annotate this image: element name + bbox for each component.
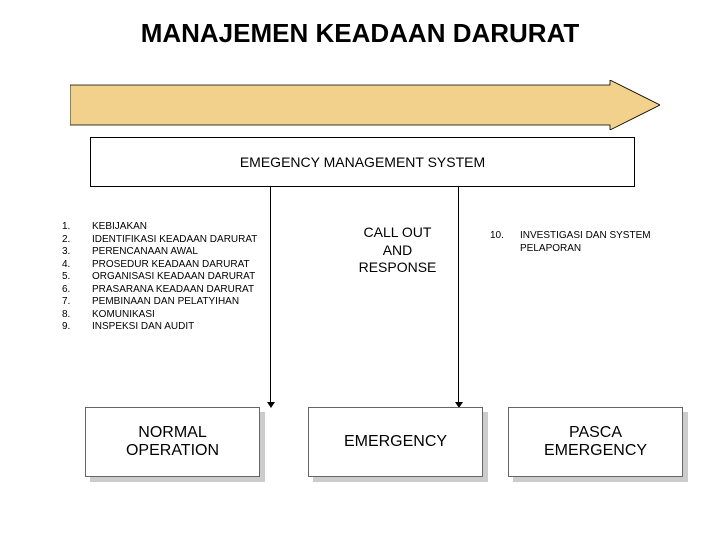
list-number: 3. [62,246,92,259]
callout-response-label: CALL OUTANDRESPONSE [335,224,460,277]
list-item: 2.IDENTIFIKASI KEADAAN DARURAT [62,234,307,247]
list-item: 3.PERENCANAAN AWAL [62,246,307,259]
phase-pasca-box: PASCAEMERGENCY [508,407,683,477]
list-text: PRASARANA KEADAAN DARURAT [92,284,254,297]
list-text: ORGANISASI KEADAAN DARURAT [92,271,255,284]
post-item: 10. INVESTIGASI DAN SYSTEM PELAPORAN [490,230,685,255]
list-text: KOMUNIKASI [92,309,155,322]
list-item: 1.KEBIJAKAN [62,221,307,234]
phase-pasca-label: PASCAEMERGENCY [544,424,647,460]
list-text: PEMBINAAN DAN PELATYIHAN [92,296,239,309]
list-number: 4. [62,259,92,272]
flow-arrow [70,80,660,130]
phase-normal-box: NORMALOPERATION [85,407,260,477]
list-text: IDENTIFIKASI KEADAAN DARURAT [92,234,257,247]
list-number: 7. [62,296,92,309]
list-text: PROSEDUR KEADAAN DARURAT [92,259,250,272]
list-text: INVESTIGASI DAN SYSTEM PELAPORAN [520,230,685,255]
list-text: KEBIJAKAN [92,221,147,234]
list-number: 2. [62,234,92,247]
phase-emergency-box: EMERGENCY [308,407,483,477]
list-text: INSPEKSI DAN AUDIT [92,321,194,334]
list-number: 8. [62,309,92,322]
list-number: 10. [490,230,520,255]
list-item: 8.KOMUNIKASI [62,309,307,322]
list-item: 6.PRASARANA KEADAAN DARURAT [62,284,307,297]
list-number: 6. [62,284,92,297]
elements-list: 1.KEBIJAKAN2.IDENTIFIKASI KEADAAN DARURA… [62,221,307,334]
phase-normal-label: NORMALOPERATION [126,424,219,460]
list-item: 7.PEMBINAAN DAN PELATYIHAN [62,296,307,309]
page-title: MANAJEMEN KEADAAN DARURAT [0,18,720,49]
system-header-label: EMEGENCY MANAGEMENT SYSTEM [240,154,485,170]
list-number: 5. [62,271,92,284]
system-header-box: EMEGENCY MANAGEMENT SYSTEM [90,137,635,187]
list-item: 5.ORGANISASI KEADAAN DARURAT [62,271,307,284]
list-number: 1. [62,221,92,234]
list-item: 4.PROSEDUR KEADAAN DARURAT [62,259,307,272]
list-item: 9.INSPEKSI DAN AUDIT [62,321,307,334]
divider-line-2 [458,187,459,402]
phase-emergency-label: EMERGENCY [344,433,447,451]
list-text: PERENCANAAN AWAL [92,246,198,259]
list-number: 9. [62,321,92,334]
